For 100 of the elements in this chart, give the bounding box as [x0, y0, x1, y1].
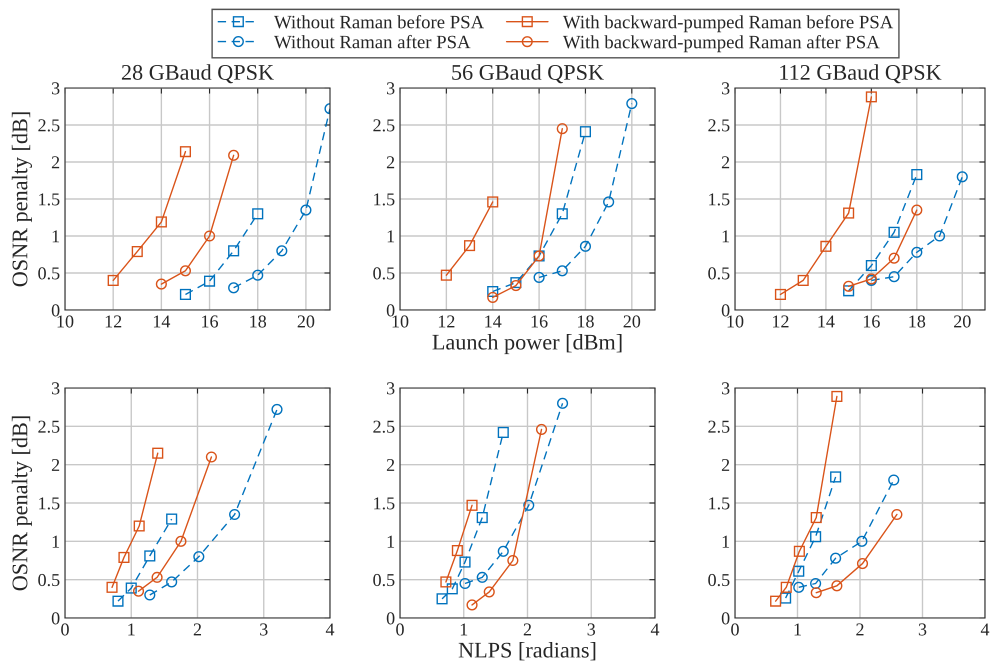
y-tick-label: 1	[722, 536, 730, 548]
x-tick-label: 20	[954, 315, 971, 328]
x-tick-label: 16	[202, 315, 218, 328]
point	[271, 404, 283, 416]
point	[229, 508, 240, 520]
y-tick-label: 3	[386, 82, 394, 94]
point	[452, 544, 463, 556]
y-tick-label: 2	[52, 156, 60, 168]
y-tick-label: 2.5	[708, 420, 730, 433]
x-tick-label: 14	[154, 315, 170, 328]
point	[144, 550, 156, 562]
y-tick-label: 0	[52, 612, 60, 624]
y-tick-label: 1.5	[374, 193, 394, 206]
point	[498, 546, 509, 557]
point	[856, 536, 868, 547]
legend-label: With backward-pumped Raman after PSA	[562, 35, 880, 52]
point	[459, 578, 471, 590]
point	[956, 171, 968, 182]
point	[831, 580, 842, 592]
x-tick-label: 14	[485, 315, 502, 328]
x-tick-label: 0	[731, 623, 739, 636]
y-tick-label: 2	[386, 458, 394, 471]
point	[300, 204, 312, 216]
y-tick-label: 1	[52, 230, 60, 242]
point	[134, 520, 145, 532]
point	[175, 536, 186, 547]
point	[487, 292, 498, 303]
point	[830, 471, 842, 482]
point	[484, 586, 495, 598]
point	[843, 280, 854, 292]
point	[843, 285, 854, 296]
x-tick-label: 4	[326, 624, 334, 636]
point	[440, 270, 452, 281]
x-axis-title: NLPS [radians]	[458, 642, 596, 660]
y-tick-label: 1.5	[374, 497, 394, 510]
y-tick-label: 0.5	[38, 267, 60, 280]
y-tick-label: 3	[52, 82, 60, 94]
point	[228, 245, 240, 256]
point	[152, 448, 164, 459]
y-tick-label: 1	[388, 536, 394, 548]
y-tick-label: 1.5	[709, 497, 730, 510]
point	[132, 586, 144, 597]
point	[603, 196, 614, 208]
point	[180, 265, 192, 276]
x-tick-label: 1	[128, 623, 135, 636]
y-tick-label: 1	[388, 230, 394, 242]
chart-title: 28 GBaud QPSK	[122, 64, 274, 84]
y-tick-label: 2	[386, 156, 394, 168]
x-tick-label: 3	[588, 623, 596, 636]
y-tick-label: 3	[722, 82, 730, 94]
y-tick-label: 0	[52, 304, 60, 316]
point	[866, 91, 877, 102]
point	[156, 278, 167, 290]
point	[580, 126, 592, 138]
point	[446, 583, 458, 594]
point	[810, 531, 822, 542]
point	[252, 270, 264, 281]
point	[810, 578, 822, 590]
y-tick-label: 0.5	[708, 267, 730, 280]
x-tick-label: 16	[864, 315, 880, 328]
x-tick-label: 18	[250, 315, 266, 328]
point	[556, 265, 568, 276]
legend-label: With backward-pumped Raman before PSA	[562, 15, 894, 32]
point	[476, 512, 488, 524]
point	[498, 426, 509, 438]
x-tick-label: 18	[909, 315, 926, 328]
legend-label: Without Raman before PSA	[274, 15, 484, 28]
point	[780, 582, 792, 593]
point	[112, 596, 124, 607]
point	[888, 474, 900, 486]
point	[152, 572, 163, 583]
point	[440, 576, 452, 588]
point	[228, 282, 240, 294]
y-tick-label: 0	[386, 304, 394, 316]
y-tick-label: 2	[722, 458, 730, 471]
point	[843, 208, 854, 219]
x-tick-label: 4	[980, 624, 990, 636]
point	[911, 169, 922, 180]
y-tick-label: 2.5	[38, 420, 60, 433]
point	[770, 596, 782, 607]
y-tick-label: 1.5	[709, 193, 730, 206]
chart-title: 112 GBaud QPSK	[780, 64, 942, 84]
point	[180, 288, 192, 300]
y-tick-label: 2.5	[373, 420, 394, 433]
point	[888, 271, 900, 282]
x-tick-label: 12	[773, 315, 788, 328]
x-tick-label: 12	[106, 315, 122, 328]
point	[556, 123, 568, 134]
point	[831, 390, 842, 402]
point	[510, 277, 522, 288]
y-axis-title: OSNR penalty [dB]	[12, 112, 32, 286]
point	[466, 599, 478, 611]
x-tick-label: 14	[818, 315, 835, 328]
y-tick-label: 0.5	[373, 574, 394, 586]
point	[193, 551, 204, 562]
point	[780, 592, 792, 604]
y-tick-label: 0	[722, 304, 730, 316]
point	[793, 582, 804, 593]
point	[252, 208, 264, 220]
point	[459, 556, 471, 568]
